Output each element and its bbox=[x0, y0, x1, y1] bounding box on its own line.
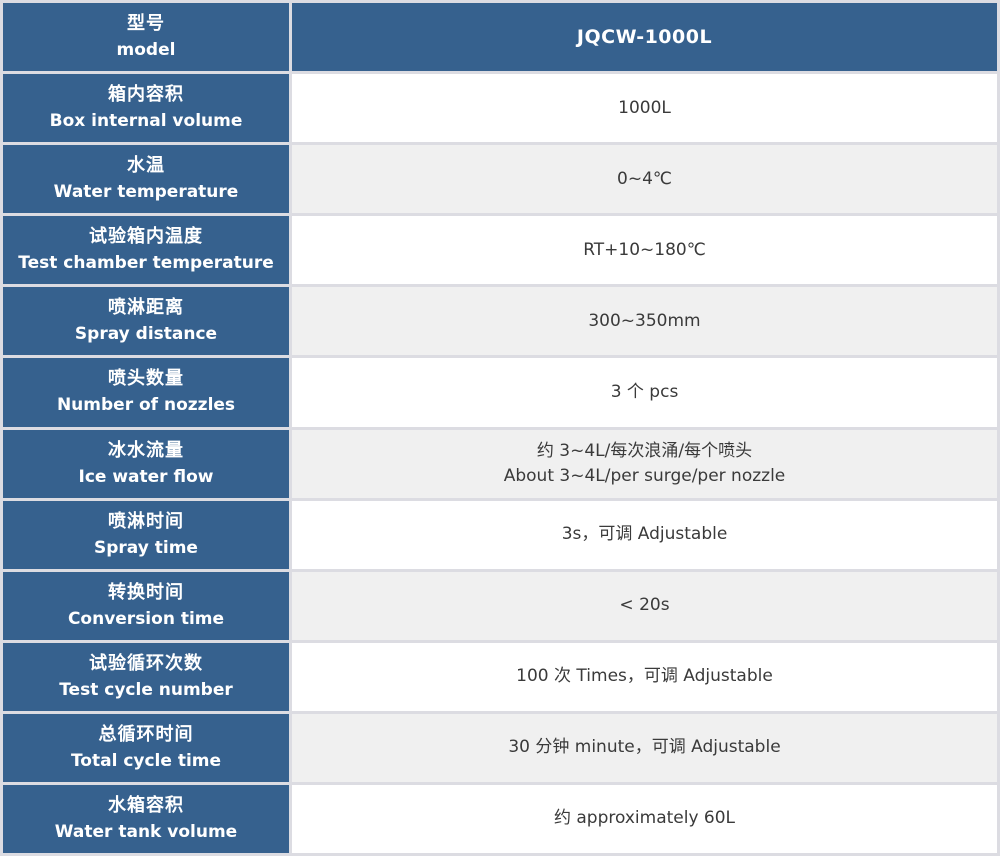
value-line: 100 次 Times，可调 Adjustable bbox=[516, 666, 773, 687]
spec-row-value-spray-time: 3s，可调 Adjustable bbox=[292, 500, 997, 569]
spec-row-label-number-of-nozzles: 喷头数量 Number of nozzles bbox=[3, 358, 289, 427]
label-zh: 喷头数量 bbox=[108, 368, 184, 390]
label-zh: 喷淋距离 bbox=[108, 297, 184, 319]
spec-row-value-model: JQCW-1000L bbox=[292, 3, 997, 72]
value-line: 3s，可调 Adjustable bbox=[561, 524, 728, 545]
label-zh: 水温 bbox=[127, 155, 165, 177]
label-zh: 试验循环次数 bbox=[89, 652, 203, 674]
spec-row-label-test-chamber-temperature: 试验箱内温度 Test chamber temperature bbox=[3, 216, 289, 285]
label-zh: 冰水流量 bbox=[108, 439, 184, 461]
value-line-2: About 3~4L/per surge/per nozzle bbox=[503, 465, 786, 486]
label-en: Test cycle number bbox=[59, 679, 233, 700]
label-en: Number of nozzles bbox=[56, 395, 236, 416]
label-zh: 总循环时间 bbox=[98, 723, 194, 745]
spec-row-label-model: 型号 model bbox=[3, 3, 289, 72]
value-line: 3 个 pcs bbox=[610, 381, 679, 402]
spec-row-value-test-chamber-temperature: RT+10~180℃ bbox=[292, 216, 997, 285]
spec-row-value-conversion-time: < 20s bbox=[292, 571, 997, 640]
spec-row-value-spray-distance: 300~350mm bbox=[292, 287, 997, 356]
spec-row-value-total-cycle-time: 30 分钟 minute，可调 Adjustable bbox=[292, 713, 997, 782]
label-en: Water tank volume bbox=[54, 821, 238, 842]
label-en: model bbox=[116, 40, 176, 61]
spec-row-label-spray-distance: 喷淋距离 Spray distance bbox=[3, 287, 289, 356]
label-zh: 型号 bbox=[127, 13, 165, 35]
spec-row-label-water-tank-volume: 水箱容积 Water tank volume bbox=[3, 784, 289, 853]
spec-row-label-spray-time: 喷淋时间 Spray time bbox=[3, 500, 289, 569]
value-line: < 20s bbox=[619, 595, 670, 616]
spec-row-label-total-cycle-time: 总循环时间 Total cycle time bbox=[3, 713, 289, 782]
spec-row-value-test-cycle-number: 100 次 Times，可调 Adjustable bbox=[292, 642, 997, 711]
spec-row-value-water-tank-volume: 约 approximately 60L bbox=[292, 784, 997, 853]
value-line: 300~350mm bbox=[588, 310, 701, 331]
spec-row-label-test-cycle-number: 试验循环次数 Test cycle number bbox=[3, 642, 289, 711]
spec-row-label-conversion-time: 转换时间 Conversion time bbox=[3, 571, 289, 640]
value-line: 0~4℃ bbox=[617, 168, 672, 189]
value-line: 约 approximately 60L bbox=[553, 808, 736, 829]
spec-row-label-box-internal-volume: 箱内容积 Box internal volume bbox=[3, 74, 289, 143]
label-en: Total cycle time bbox=[70, 750, 222, 771]
spec-row-value-box-internal-volume: 1000L bbox=[292, 74, 997, 143]
value-line: RT+10~180℃ bbox=[583, 239, 706, 260]
value-line: 30 分钟 minute，可调 Adjustable bbox=[508, 737, 781, 758]
spec-row-value-water-temperature: 0~4℃ bbox=[292, 145, 997, 214]
label-en: Conversion time bbox=[67, 608, 225, 629]
label-zh: 水箱容积 bbox=[108, 794, 184, 816]
label-en: Spray time bbox=[94, 537, 198, 558]
label-en: Test chamber temperature bbox=[18, 253, 274, 274]
value-line: 约 3~4L/每次浪涌/每个喷头 bbox=[536, 440, 753, 461]
label-zh: 试验箱内温度 bbox=[89, 226, 203, 248]
value-line: 1000L bbox=[618, 97, 671, 118]
spec-row-value-number-of-nozzles: 3 个 pcs bbox=[292, 358, 997, 427]
label-en: Ice water flow bbox=[78, 466, 214, 487]
label-en: Water temperature bbox=[53, 182, 239, 203]
label-zh: 喷淋时间 bbox=[108, 510, 184, 532]
label-en: Box internal volume bbox=[49, 111, 243, 132]
label-zh: 箱内容积 bbox=[108, 84, 184, 106]
spec-row-value-ice-water-flow: 约 3~4L/每次浪涌/每个喷头 About 3~4L/per surge/pe… bbox=[292, 429, 997, 498]
value-line: JQCW-1000L bbox=[576, 25, 713, 48]
label-zh: 转换时间 bbox=[108, 581, 184, 603]
label-en: Spray distance bbox=[74, 324, 218, 345]
spec-row-label-ice-water-flow: 冰水流量 Ice water flow bbox=[3, 429, 289, 498]
spec-row-label-water-temperature: 水温 Water temperature bbox=[3, 145, 289, 214]
